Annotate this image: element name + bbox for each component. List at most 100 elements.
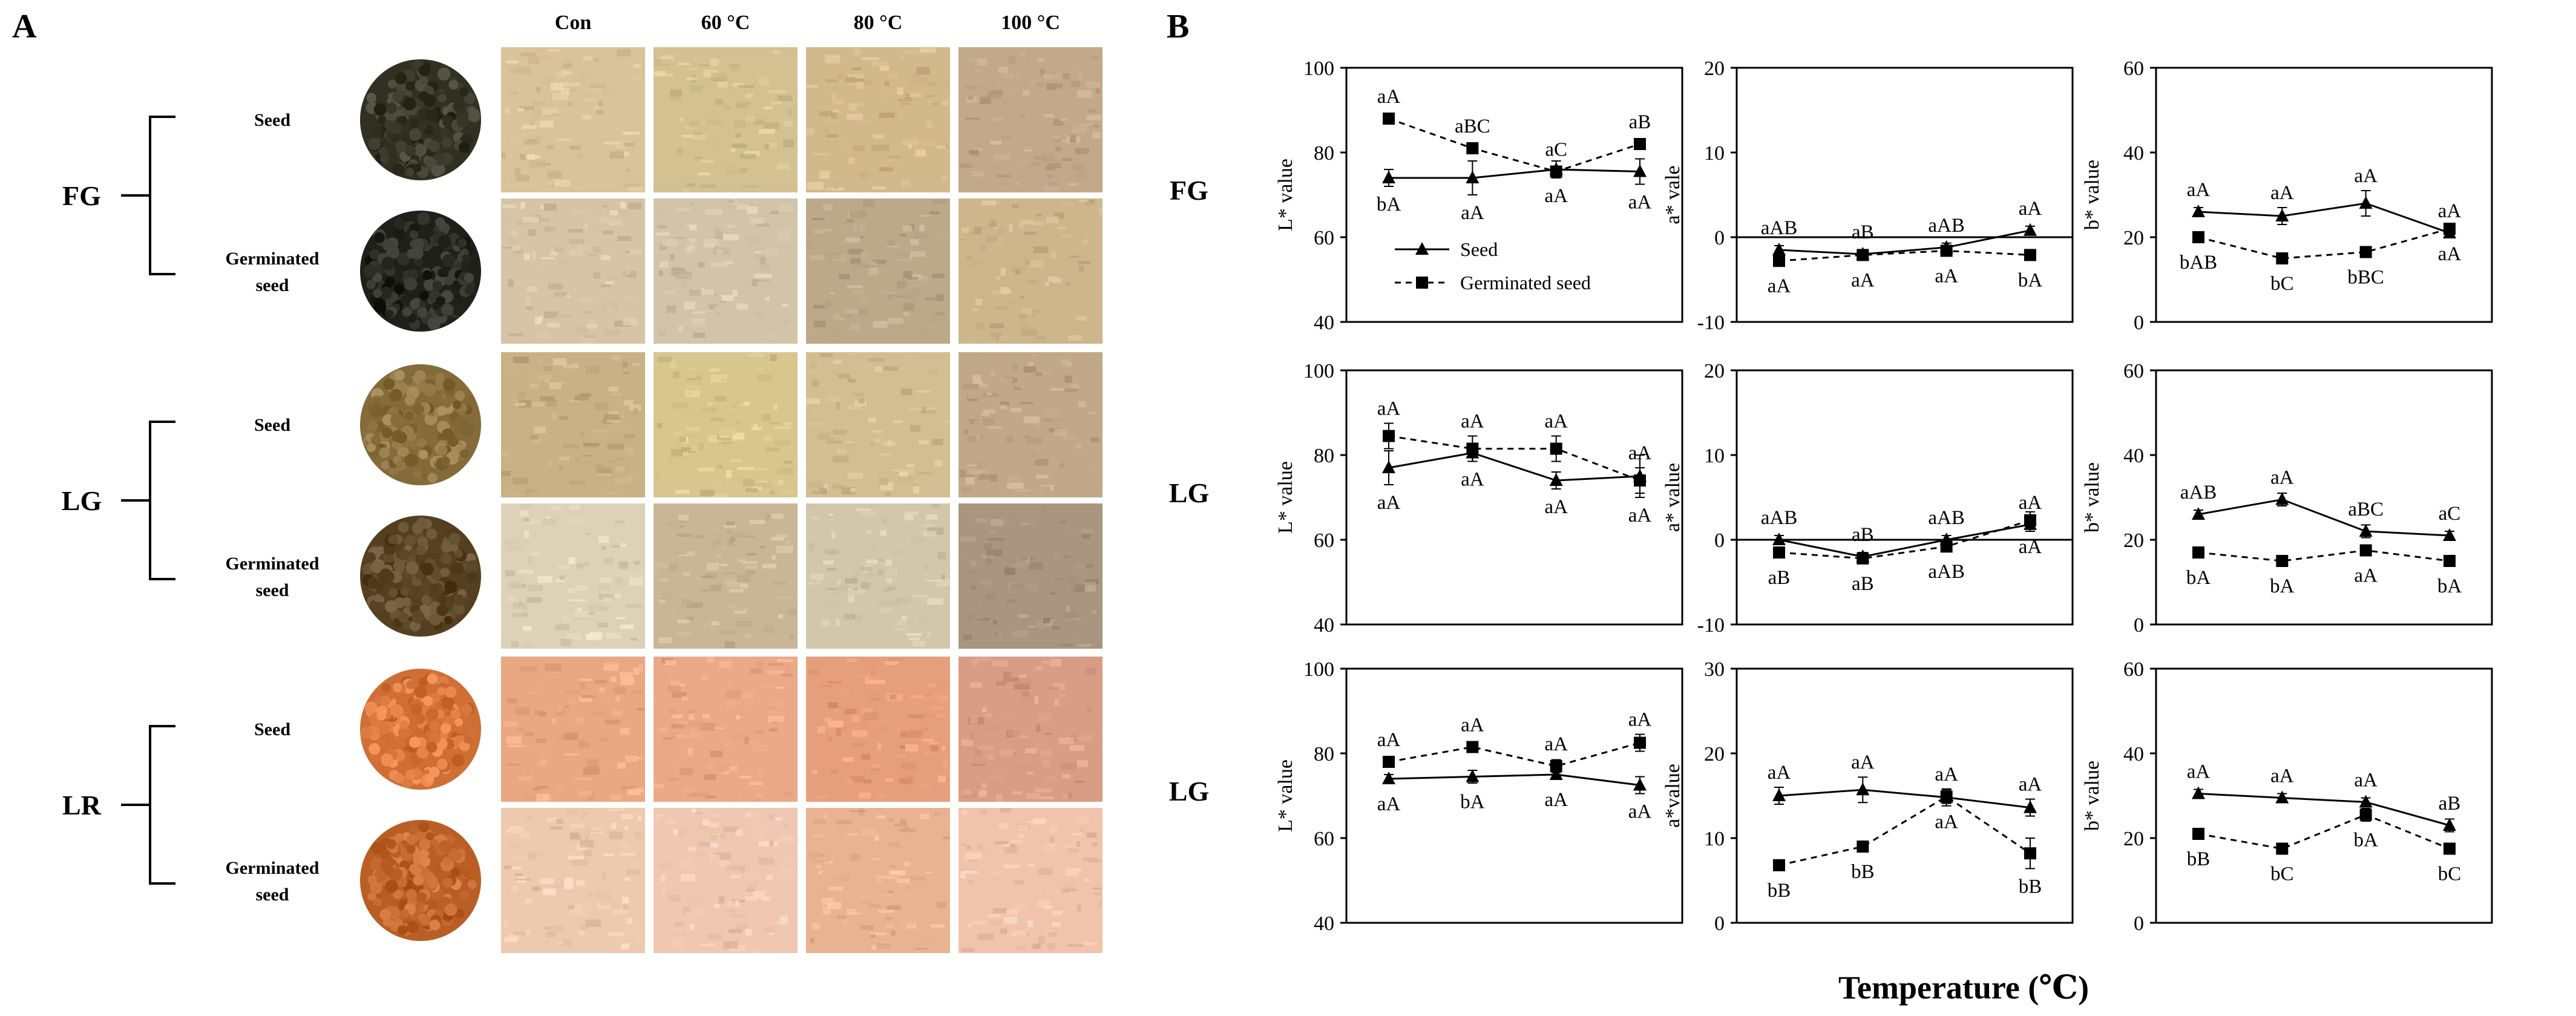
row-label-b: FG (1170, 175, 1208, 206)
significance-label: aA (1544, 185, 1568, 207)
significance-label: aA (1377, 398, 1401, 420)
significance-label: aAB (1928, 507, 1965, 529)
series-line-seed (2198, 793, 2450, 827)
y-tick-label: 80 (1314, 743, 1334, 765)
subplot: 40 60 80 100 L* value bA aA aA aA aA aBC aC aB Seed Ge… (1274, 57, 1683, 334)
significance-label: aA (1851, 269, 1875, 291)
data-point-seed (1549, 767, 1563, 780)
data-point-seed (1633, 778, 1647, 791)
row-label-b: LG (1169, 776, 1209, 807)
powder-photo-tile (654, 352, 798, 497)
powder-photo-tile (654, 47, 798, 192)
significance-label: aB (1852, 524, 1874, 546)
significance-label: bA (2270, 575, 2295, 597)
significance-label: aA (1628, 505, 1652, 526)
data-point-germinated (2276, 252, 2289, 264)
data-point-seed (1466, 171, 1480, 183)
significance-label: aA (1461, 411, 1484, 433)
data-point-seed (2443, 818, 2456, 831)
y-tick-label: 20 (2123, 529, 2144, 552)
column-header: 80 °C (854, 11, 903, 34)
data-point-seed (2275, 209, 2289, 221)
significance-label: bB (1851, 861, 1875, 883)
y-tick-label: 60 (2123, 57, 2144, 80)
y-tick-label: 60 (1314, 529, 1334, 552)
data-point-seed (2275, 492, 2289, 505)
series-line-germinated (1388, 435, 1640, 482)
data-point-seed (1856, 782, 1870, 796)
data-point-germinated (1383, 113, 1395, 125)
y-axis-label: L* value (1274, 461, 1297, 534)
powder-photo-tile (654, 198, 798, 344)
subplot: 0 20 40 60 b* value aAB aA aBC aC bA bA aA bA (2081, 360, 2493, 637)
powder-photo-tile (959, 198, 1103, 344)
plot-frame (1345, 667, 1683, 924)
subplot: 40 60 80 100 L* value aA bA aA aA aA aA aA aA (1274, 658, 1683, 935)
data-point-germinated (1383, 756, 1395, 768)
significance-label: aA (1851, 752, 1875, 773)
series-line-seed (1778, 229, 2031, 255)
y-tick-label: 80 (1314, 445, 1334, 467)
data-point-seed (1772, 788, 1786, 801)
powder-photo-tile (654, 808, 798, 953)
seed-photo (360, 516, 481, 637)
data-point-germinated (2443, 842, 2456, 855)
data-point-germinated (2276, 555, 2289, 567)
y-tick-label: 0 (2134, 312, 2144, 334)
significance-label: bB (2187, 848, 2211, 870)
significance-label: aA (2354, 770, 2378, 791)
data-point-germinated (2359, 808, 2372, 821)
powder-photo-tile (501, 808, 645, 953)
column-header: 60 °C (701, 11, 750, 34)
powder-photo-tile (806, 808, 950, 953)
subplot: -10 0 10 20 a* value aAB aB aAB aA aB aB aAB aA (1662, 360, 2074, 637)
significance-label: aB (1852, 573, 1874, 595)
y-tick-label: 20 (2123, 828, 2144, 850)
y-tick-label: 80 (1314, 142, 1334, 165)
group-bracket (121, 116, 175, 275)
data-point-seed (1382, 171, 1395, 183)
significance-label: aA (1628, 709, 1652, 731)
y-axis-label: a*value (1662, 764, 1684, 828)
plot-frame (1345, 369, 1683, 626)
significance-label: aA (1461, 202, 1484, 224)
data-point-germinated (1634, 474, 1646, 487)
y-tick-label: 40 (1314, 614, 1334, 637)
significance-label: bA (2353, 830, 2378, 851)
series-line-seed (2198, 202, 2450, 234)
data-point-seed (2359, 795, 2373, 808)
seed-photo (360, 59, 481, 180)
significance-label: aA (2019, 774, 2042, 796)
y-tick-label: 40 (2123, 743, 2144, 765)
y-axis-label: a* vale (1662, 165, 1684, 224)
group-label: LR (62, 790, 102, 821)
series-line-germinated (1778, 519, 2031, 560)
significance-label: aA (2270, 765, 2294, 787)
significance-label: bBC (2347, 267, 2384, 289)
data-point-seed (1466, 769, 1480, 782)
data-point-germinated (1773, 546, 1785, 559)
y-tick-label: 60 (1314, 227, 1334, 249)
group-label: FG (62, 180, 101, 211)
significance-label: bB (1768, 880, 1791, 902)
powder-photo-tile (501, 198, 645, 344)
group-bracket (121, 421, 175, 580)
powder-photo-tile (654, 657, 798, 802)
significance-label: aA (2438, 200, 2462, 222)
series-line-germinated (2198, 549, 2450, 562)
data-point-seed (1772, 243, 1786, 255)
significance-label: aA (1544, 733, 1568, 755)
data-point-germinated (1634, 736, 1646, 749)
y-tick-label: 10 (1704, 142, 1725, 165)
significance-label: bB (2019, 876, 2042, 897)
data-point-germinated (2443, 555, 2456, 567)
row-label: Germinated seed (226, 249, 320, 295)
significance-label: bC (2270, 273, 2294, 295)
significance-label: aA (1377, 793, 1401, 815)
y-tick-label: 100 (1303, 57, 1334, 80)
y-tick-label: 40 (1314, 913, 1334, 935)
plot-frame (1735, 67, 2074, 323)
data-point-seed (2443, 528, 2456, 541)
significance-label: aA (1768, 275, 1791, 297)
